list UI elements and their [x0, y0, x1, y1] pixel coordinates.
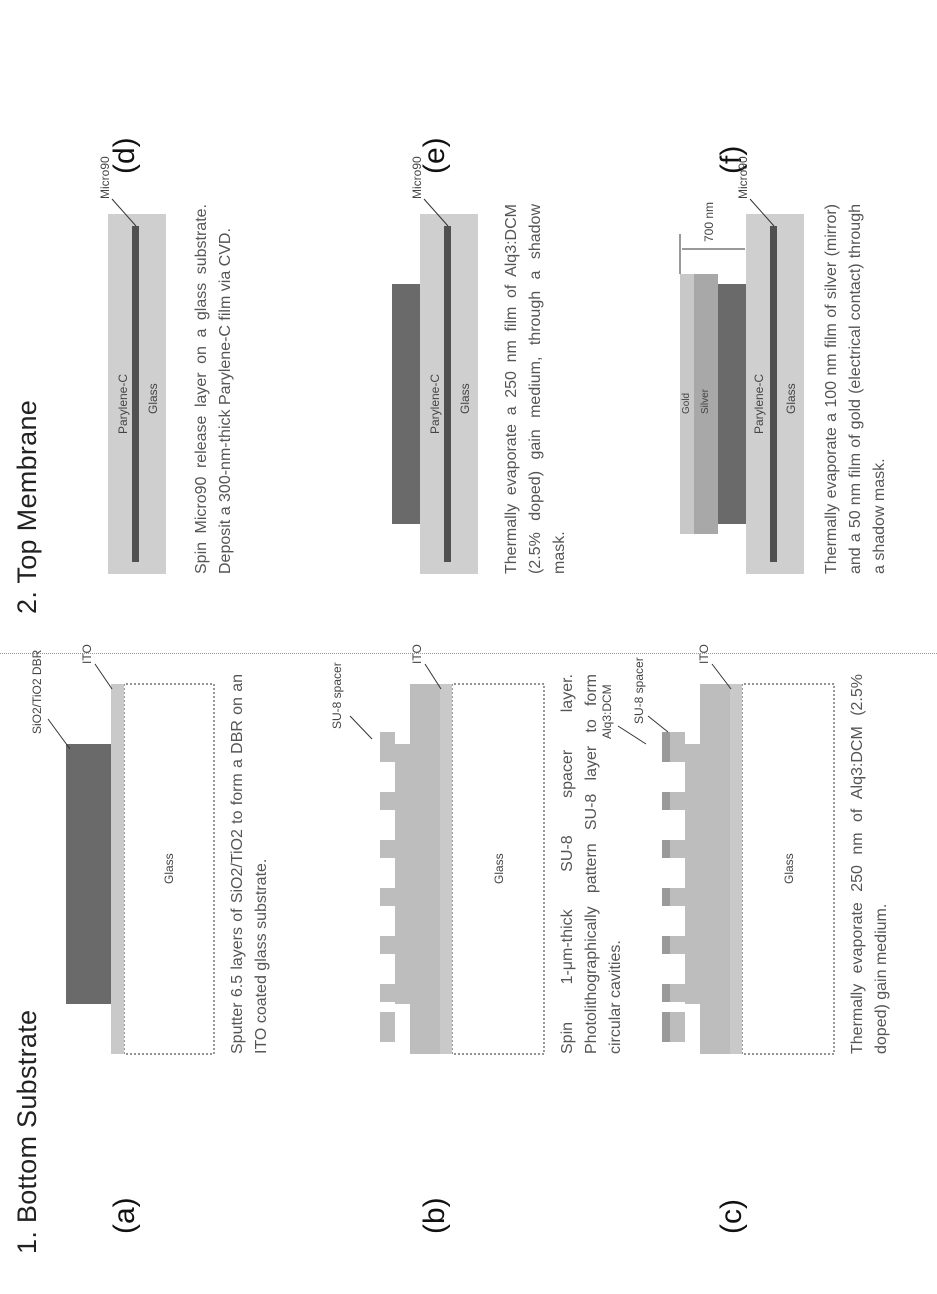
panel-f-micro-leader	[749, 198, 775, 227]
panel-c-caption: Thermally evaporate 250 nm of Alq3:DCM (…	[849, 674, 890, 1054]
panel-b-glass-label: Glass	[492, 853, 506, 884]
panel-c-su8-leader	[647, 715, 669, 733]
panel-f-gold-label: Gold	[681, 392, 692, 414]
panel-c-alq-coating	[662, 840, 670, 858]
panel-b-ito-label: ITO	[410, 644, 424, 664]
panel-e-micro-leader	[423, 198, 449, 227]
panel-a-caption: Sputter 6.5 layers of SiO2/TiO2 to form …	[229, 674, 270, 1054]
panel-b-su8-post	[380, 888, 395, 906]
panel-d-micro-leader	[111, 198, 137, 227]
panel-f-micro90	[770, 226, 777, 562]
panel-b-su8-post	[380, 840, 395, 858]
panel-f-dim-label: 700 nm	[702, 201, 716, 242]
panel-e-caption: Thermally evaporate a 250 nm film of Alq…	[503, 204, 568, 574]
panel-d-parylene-label: Parylene-C	[116, 373, 130, 434]
panel-a-ito-label: ITO	[80, 644, 94, 664]
panel-c-su8-post	[670, 792, 685, 810]
panel-c-su8-post	[670, 732, 685, 762]
panel-f-caption: Thermally evaporate a 100 nm film of sil…	[823, 204, 888, 574]
panel-a-glass-label: Glass	[162, 853, 176, 884]
panel-f-silver-label: Silver	[700, 388, 711, 414]
panel-c-su8-post	[670, 936, 685, 954]
panel-c-su8-post	[670, 888, 685, 906]
panel-b-su8-layer	[380, 684, 440, 1054]
panel-d-micro90	[132, 226, 139, 562]
panel-b-su8-post	[380, 1012, 395, 1042]
panel-b-su8-post	[380, 984, 395, 1002]
panel-a-ito	[111, 684, 124, 1054]
panel-c-ito	[730, 684, 742, 1054]
panel-a-ito-leader	[94, 663, 113, 690]
panel-c-alq-coating	[662, 936, 670, 954]
panel-b-su8-leader	[349, 715, 373, 740]
panel-c-su8-post	[670, 1012, 685, 1042]
panel-b-diagram	[349, 663, 545, 1055]
panel-a-dbr	[66, 744, 111, 1004]
panel-e-micro-label: Micro90	[410, 156, 424, 199]
panel-c-su8-layer	[662, 684, 730, 1054]
panel-e-glass-label: Glass	[458, 383, 472, 414]
panel-c-alq-label: Alq3:DCM	[600, 684, 614, 739]
panel-c-su8-post	[670, 984, 685, 1002]
panel-c-alq-coating	[662, 792, 670, 810]
panel-f-micro-label: Micro90	[736, 156, 750, 199]
panel-c-su8-spacer	[685, 684, 730, 1054]
panel-b-su8-post	[380, 792, 395, 810]
panel-f-silver	[694, 274, 718, 534]
panel-c-ito-label: ITO	[697, 644, 711, 664]
panel-e-alq-film	[392, 284, 420, 524]
panel-a-diagram	[47, 663, 215, 1055]
panel-f-alq-film	[718, 284, 746, 524]
panel-c-alq-coating	[662, 732, 670, 762]
panel-b-caption: Spin 1-μm-thick SU-8 spacer layer. Photo…	[559, 674, 624, 1054]
panel-a-dbr-label: SiO2/TiO2 DBR	[30, 649, 44, 734]
panel-c-ito-leader	[711, 663, 732, 690]
panel-d-diagram	[108, 198, 166, 574]
panel-d-caption: Spin Micro90 release layer on a glass su…	[193, 204, 234, 574]
panel-d-glass-label: Glass	[146, 383, 160, 414]
panel-f-glass-label: Glass	[784, 383, 798, 414]
panel-b-su8-spacer	[395, 684, 440, 1054]
panel-d-micro-label: Micro90	[98, 156, 112, 199]
panel-b-ito-leader	[424, 663, 442, 690]
panel-c-su8-label: SU-8 spacer	[632, 657, 646, 724]
panel-c-alq-coating	[662, 1012, 670, 1042]
panel-f-gold	[680, 274, 694, 534]
panel-f-diagram	[679, 198, 804, 574]
panel-c-alq-coating	[662, 888, 670, 906]
panel-e-diagram	[392, 198, 478, 574]
panel-e-micro90	[444, 226, 451, 562]
panel-e-parylene-label: Parylene-C	[428, 373, 442, 434]
panel-b-su8-label: SU-8 spacer	[330, 662, 344, 729]
panel-c-su8-post	[670, 840, 685, 858]
panel-b-su8-post	[380, 936, 395, 954]
panel-c-glass-label: Glass	[782, 853, 796, 884]
panel-b-ito	[440, 684, 452, 1054]
panel-b-su8-post	[380, 732, 395, 762]
panel-c-alq-leader	[617, 725, 647, 745]
panel-c-alq-coating	[662, 984, 670, 1002]
panel-c-diagram	[617, 663, 835, 1055]
panel-f-parylene-label: Parylene-C	[752, 373, 766, 434]
panel-a-dbr-leader	[47, 718, 71, 750]
